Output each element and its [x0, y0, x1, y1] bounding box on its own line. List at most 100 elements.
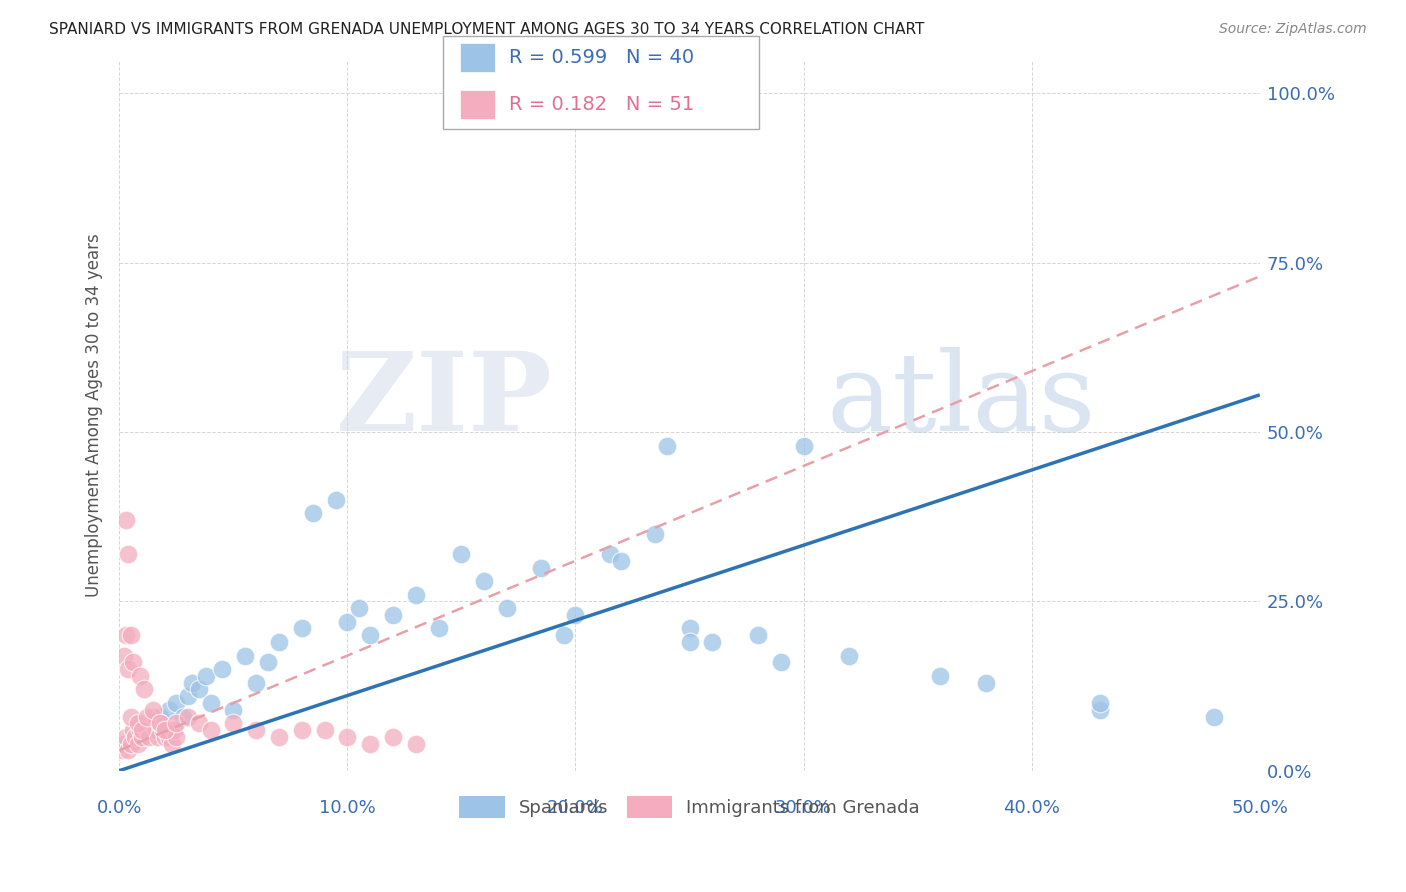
Point	[200, 696, 222, 710]
Point	[135, 709, 157, 723]
Point	[325, 492, 347, 507]
Point	[172, 709, 194, 723]
Point	[233, 648, 256, 663]
Point	[159, 730, 181, 744]
Point	[153, 723, 176, 737]
Point	[124, 730, 146, 744]
Point	[267, 730, 290, 744]
Point	[200, 723, 222, 737]
Y-axis label: Unemployment Among Ages 30 to 34 years: Unemployment Among Ages 30 to 34 years	[86, 234, 103, 597]
Point	[1204, 709, 1226, 723]
Point	[496, 601, 519, 615]
Point	[156, 723, 179, 737]
Point	[382, 607, 405, 622]
Point	[127, 716, 149, 731]
Point	[146, 730, 169, 744]
Text: atlas: atlas	[827, 347, 1097, 454]
Point	[152, 723, 174, 737]
Point	[128, 669, 150, 683]
Point	[405, 737, 427, 751]
Point	[564, 607, 586, 622]
Point	[1088, 696, 1111, 710]
Point	[134, 716, 156, 731]
Point	[644, 526, 666, 541]
Point	[929, 669, 952, 683]
Point	[450, 547, 472, 561]
Point	[115, 628, 138, 642]
Point	[128, 723, 150, 737]
Point	[153, 730, 176, 744]
Point	[194, 669, 217, 683]
Point	[222, 703, 245, 717]
Point	[159, 703, 181, 717]
Text: 30.0%: 30.0%	[775, 799, 832, 817]
Point	[769, 656, 792, 670]
Point	[165, 696, 187, 710]
Point	[160, 737, 183, 751]
Point	[131, 730, 153, 744]
Text: 40.0%: 40.0%	[1004, 799, 1060, 817]
Point	[702, 635, 724, 649]
Point	[127, 737, 149, 751]
Point	[165, 716, 187, 731]
Point	[245, 723, 267, 737]
Point	[267, 635, 290, 649]
Point	[181, 675, 204, 690]
Point	[678, 622, 700, 636]
Point	[149, 716, 172, 731]
Point	[678, 635, 700, 649]
Point	[177, 689, 200, 703]
Text: 20.0%: 20.0%	[547, 799, 605, 817]
Point	[347, 601, 370, 615]
Point	[131, 730, 153, 744]
Point	[359, 628, 381, 642]
Point	[153, 723, 176, 737]
Point	[134, 682, 156, 697]
Point	[302, 506, 325, 520]
Point	[1088, 703, 1111, 717]
Text: 50.0%: 50.0%	[1232, 799, 1288, 817]
Point	[142, 709, 165, 723]
Point	[122, 723, 145, 737]
Point	[655, 439, 678, 453]
Point	[974, 675, 997, 690]
Point	[142, 703, 165, 717]
Text: 10.0%: 10.0%	[319, 799, 375, 817]
Point	[122, 656, 145, 670]
Text: SPANIARD VS IMMIGRANTS FROM GRENADA UNEMPLOYMENT AMONG AGES 30 TO 34 YEARS CORRE: SPANIARD VS IMMIGRANTS FROM GRENADA UNEM…	[49, 22, 925, 37]
Point	[138, 730, 160, 744]
Text: ZIP: ZIP	[336, 347, 553, 454]
Point	[793, 439, 815, 453]
Point	[149, 709, 172, 723]
Point	[245, 675, 267, 690]
Point	[553, 628, 575, 642]
Point	[110, 743, 132, 757]
Point	[427, 622, 450, 636]
Point	[838, 648, 860, 663]
Point	[112, 737, 135, 751]
Point	[131, 723, 153, 737]
Text: 0.0%: 0.0%	[97, 799, 142, 817]
Text: Source: ZipAtlas.com: Source: ZipAtlas.com	[1219, 22, 1367, 37]
Point	[472, 574, 495, 588]
Point	[141, 716, 163, 731]
Point	[530, 560, 553, 574]
Point	[222, 716, 245, 731]
Point	[142, 716, 165, 731]
Point	[163, 723, 186, 737]
Point	[405, 588, 427, 602]
Point	[610, 554, 633, 568]
Point	[382, 730, 405, 744]
Point	[149, 716, 172, 731]
Point	[120, 709, 142, 723]
Point	[115, 513, 138, 527]
Point	[112, 648, 135, 663]
Text: R = 0.182   N = 51: R = 0.182 N = 51	[509, 95, 695, 114]
Text: R = 0.599   N = 40: R = 0.599 N = 40	[509, 48, 695, 67]
Point	[336, 730, 359, 744]
Point	[336, 615, 359, 629]
Point	[211, 662, 233, 676]
Point	[314, 723, 336, 737]
Point	[165, 730, 187, 744]
Legend: Spaniards, Immigrants from Grenada: Spaniards, Immigrants from Grenada	[453, 789, 927, 826]
